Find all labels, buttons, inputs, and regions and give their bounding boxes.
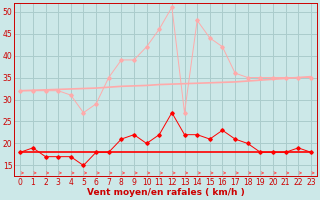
X-axis label: Vent moyen/en rafales ( km/h ): Vent moyen/en rafales ( km/h ) (87, 188, 244, 197)
